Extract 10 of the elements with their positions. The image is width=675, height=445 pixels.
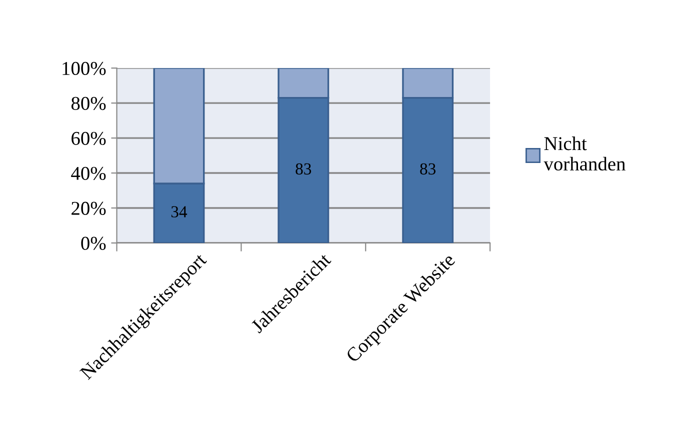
y-tick-label: 60%: [72, 132, 106, 146]
y-tick-label: 100%: [62, 62, 106, 76]
legend-label: Nicht vorhanden: [544, 136, 626, 171]
y-tick-label: 40%: [71, 166, 106, 180]
y-tick-label: 20%: [72, 202, 106, 215]
data-label: 83: [296, 163, 312, 175]
y-tick-label: 0%: [81, 236, 106, 250]
data-label: 34: [171, 206, 188, 218]
y-tick-label: 80%: [71, 96, 106, 110]
data-label: 83: [420, 163, 436, 175]
